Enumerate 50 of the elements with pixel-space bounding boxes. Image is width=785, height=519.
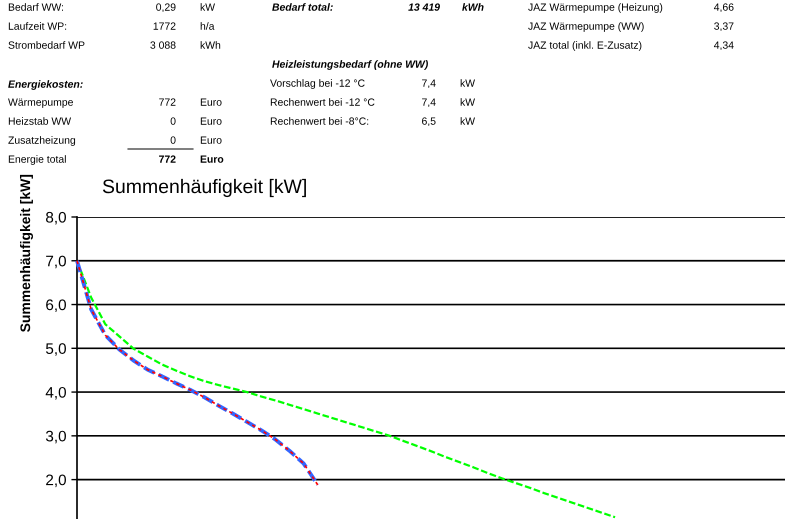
text: 0 <box>170 136 176 144</box>
text: Euro <box>200 98 222 106</box>
text: Laufzeit WP: <box>8 22 66 30</box>
text: JAZ Wärmepumpe (Heizung) <box>528 3 662 13</box>
text: Strombedarf WP <box>8 41 84 49</box>
text: JAZ Wärmepumpe (WW) <box>528 22 644 32</box>
text: 4,34 <box>714 41 734 50</box>
text: kW <box>460 117 476 125</box>
y-tick-label: 2,0 <box>46 474 66 488</box>
y-axis-title: Summenhäufigkeit [kW] <box>20 174 33 332</box>
y-tick-label: 4,0 <box>46 386 66 400</box>
text: Energie total <box>8 155 66 165</box>
text: Heizleistungsbedarf (ohne WW) <box>272 60 428 70</box>
text: h/a <box>200 22 214 30</box>
y-tick-label: 7,0 <box>46 256 66 268</box>
text: Euro <box>200 136 222 144</box>
text: 3,37 <box>714 22 734 32</box>
text: 0 <box>170 117 176 125</box>
text: Energiekosten: <box>8 80 83 90</box>
text: Rechenwert bei -12 °C <box>270 98 375 106</box>
text: 0,29 <box>156 3 176 12</box>
text: Heizstab WW <box>8 117 72 125</box>
y-tick-label: 6,0 <box>46 299 66 312</box>
text: kW <box>460 98 476 106</box>
text: kW <box>200 3 216 11</box>
text: 772 <box>159 155 176 163</box>
text: Bedarf total: <box>272 3 333 11</box>
chart-title: Summenhäufigkeit [kW] <box>102 178 306 198</box>
text: 772 <box>159 98 176 106</box>
text: 13 419 <box>408 3 440 11</box>
text: 4,66 <box>714 3 734 12</box>
text: Euro <box>200 118 222 125</box>
text: Euro <box>200 156 224 163</box>
text: Bedarf WW: <box>8 3 64 11</box>
text: Rechenwert bei -8°C: <box>270 117 368 125</box>
text: Vorschlag bei -12 °C <box>270 79 365 89</box>
text: kWh <box>200 41 220 49</box>
text: 7,4 <box>422 98 436 108</box>
text: 3 088 <box>150 41 176 49</box>
y-tick-label: 3,0 <box>46 430 66 444</box>
text: Wärmepumpe <box>8 98 73 108</box>
text: kWh <box>462 3 484 11</box>
text: JAZ total (inkl. E-Zusatz) <box>528 41 642 51</box>
text: kW <box>460 79 476 87</box>
y-tick-label: 5,0 <box>46 343 66 356</box>
text: 6,5 <box>422 117 436 126</box>
y-tick-label: 8,0 <box>46 212 66 224</box>
text: Zusatzheizung <box>8 136 76 146</box>
text: 1772 <box>154 22 176 30</box>
text: 7,4 <box>422 80 436 88</box>
